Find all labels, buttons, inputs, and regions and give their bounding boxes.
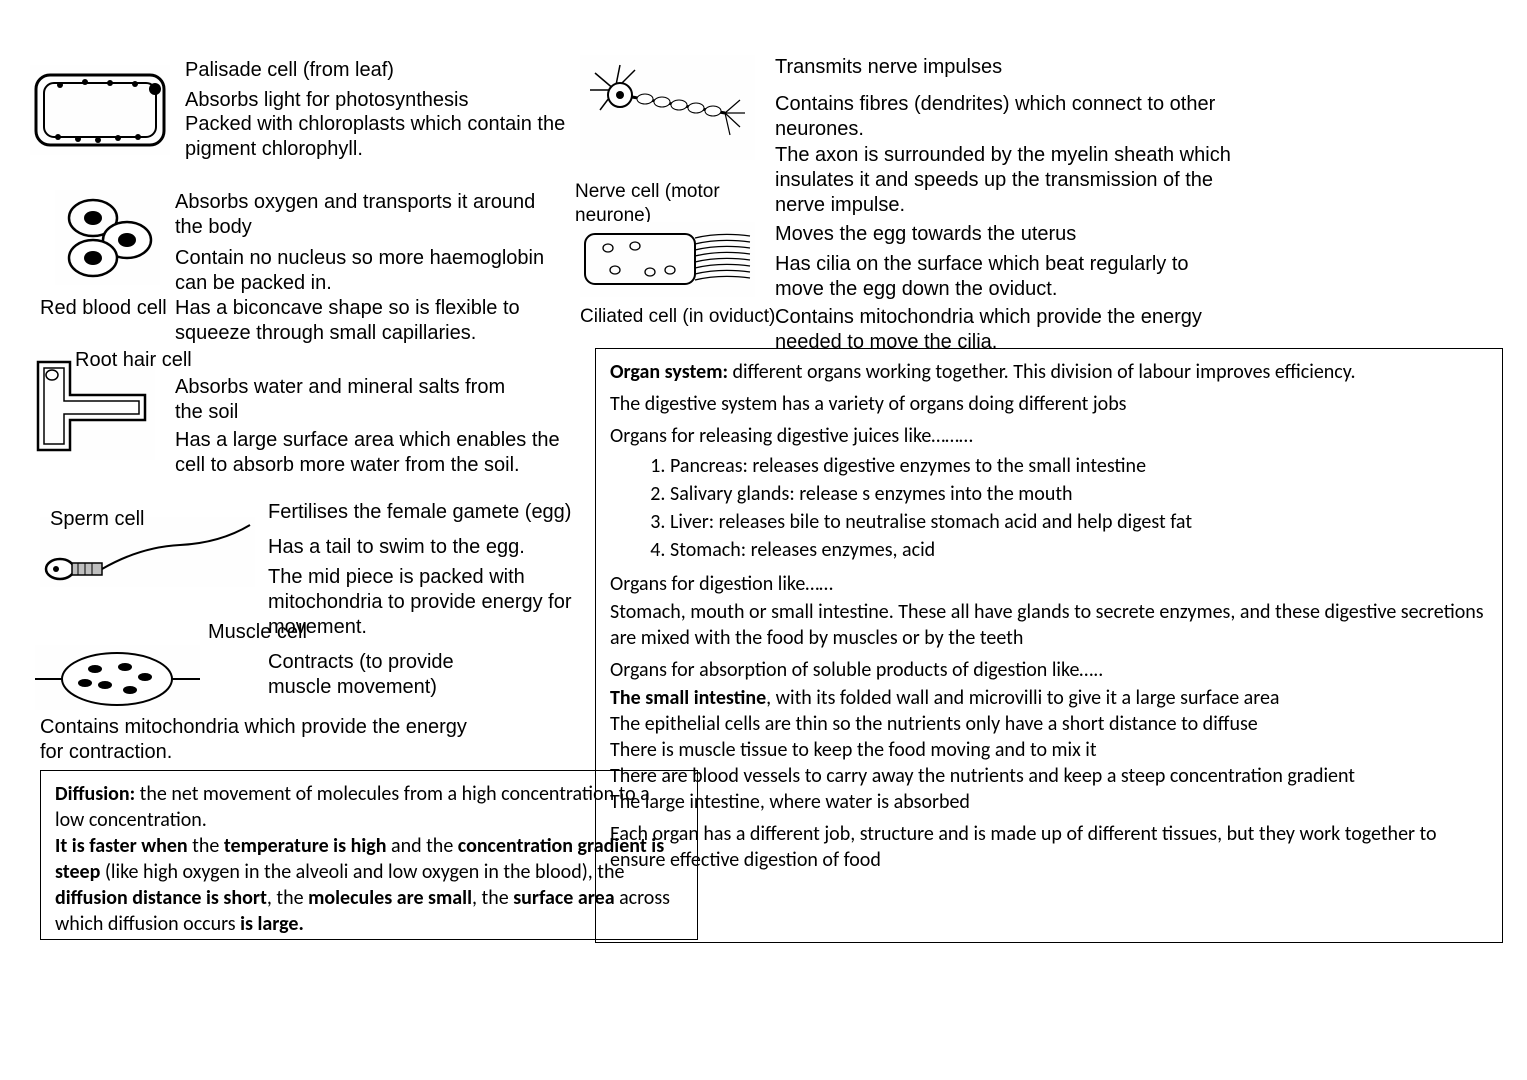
- roothair-line1: Absorbs water and mineral salts from the…: [175, 375, 515, 425]
- ciliated-line1: Moves the egg towards the uterus: [775, 222, 1225, 247]
- muscle-cell-diagram: [35, 645, 200, 710]
- organsys-absorption-heading: Organs for absorption of soluble product…: [610, 657, 1488, 683]
- diffusion-b1: It is faster when: [55, 834, 188, 858]
- red-blood-cell-diagram: [55, 190, 160, 285]
- organsys-digestive-intro: The digestive system has a variety of or…: [610, 391, 1488, 417]
- organ-system-box: Organ system: different organs working t…: [595, 348, 1503, 943]
- diffusion-def: the net movement of molecules from a hig…: [55, 782, 650, 832]
- palisade-title: Palisade cell (from leaf): [185, 58, 565, 83]
- nerve-line2: Contains fibres (dendrites) which connec…: [775, 92, 1225, 142]
- rbc-caption: Red blood cell: [40, 296, 180, 321]
- sperm-line1: Fertilises the female gamete (egg): [268, 500, 598, 525]
- roothair-caption: Root hair cell: [75, 348, 275, 373]
- muscle-caption: Muscle cell: [208, 620, 408, 645]
- list-item: Pancreas: releases digestive enzymes to …: [670, 453, 1488, 479]
- organsys-absorption-body: The small intestine, with its folded wal…: [610, 685, 1488, 815]
- ciliated-line2: Has cilia on the surface which beat regu…: [775, 252, 1225, 302]
- organsys-digestion-text: Stomach, mouth or small intestine. These…: [610, 599, 1488, 651]
- ciliated-cell-diagram: [580, 222, 755, 297]
- list-item: Salivary glands: release s enzymes into …: [670, 481, 1488, 507]
- palisade-line2: Packed with chloroplasts which contain t…: [185, 112, 585, 162]
- organsys-digestion-heading: Organs for digestion like……: [610, 571, 1488, 597]
- organsys-juices-heading: Organs for releasing digestive juices li…: [610, 423, 1488, 449]
- organsys-juices-list: Pancreas: releases digestive enzymes to …: [610, 453, 1488, 563]
- palisade-line1: Absorbs light for photosynthesis: [185, 88, 565, 113]
- organsys-label: Organ system:: [610, 360, 728, 384]
- sperm-caption: Sperm cell: [50, 507, 250, 532]
- small-intestine-bold: The small intestine: [610, 686, 766, 710]
- palisade-cell-diagram: [30, 65, 170, 155]
- muscle-line2: Contains mitochondria which provide the …: [40, 715, 470, 765]
- muscle-line1: Contracts (to provide muscle movement): [268, 650, 518, 700]
- nerve-line1: Transmits nerve impulses: [775, 55, 1175, 80]
- list-item: Stomach: releases enzymes, acid: [670, 537, 1488, 563]
- roothair-line2: Has a large surface area which enables t…: [175, 428, 595, 478]
- sperm-line2: Has a tail to swim to the egg.: [268, 535, 598, 560]
- rbc-line1: Absorbs oxygen and transports it around …: [175, 190, 555, 240]
- nerve-caption: Nerve cell (motor neurone): [575, 180, 775, 228]
- rbc-line3: Has a biconcave shape so is flexible to …: [175, 296, 575, 346]
- diffusion-paragraph: Diffusion: the net movement of molecules…: [55, 781, 683, 937]
- organsys-def: different organs working together. This …: [728, 360, 1356, 384]
- nerve-cell-diagram: [580, 55, 755, 160]
- organsys-conclusion: Each organ has a different job, structur…: [610, 821, 1488, 873]
- rbc-line2: Contain no nucleus so more haemoglobin c…: [175, 246, 575, 296]
- ciliated-caption: Ciliated cell (in oviduct): [580, 305, 780, 329]
- diffusion-label: Diffusion:: [55, 782, 135, 806]
- nerve-line3: The axon is surrounded by the myelin she…: [775, 143, 1245, 218]
- list-item: Liver: releases bile to neutralise stoma…: [670, 509, 1488, 535]
